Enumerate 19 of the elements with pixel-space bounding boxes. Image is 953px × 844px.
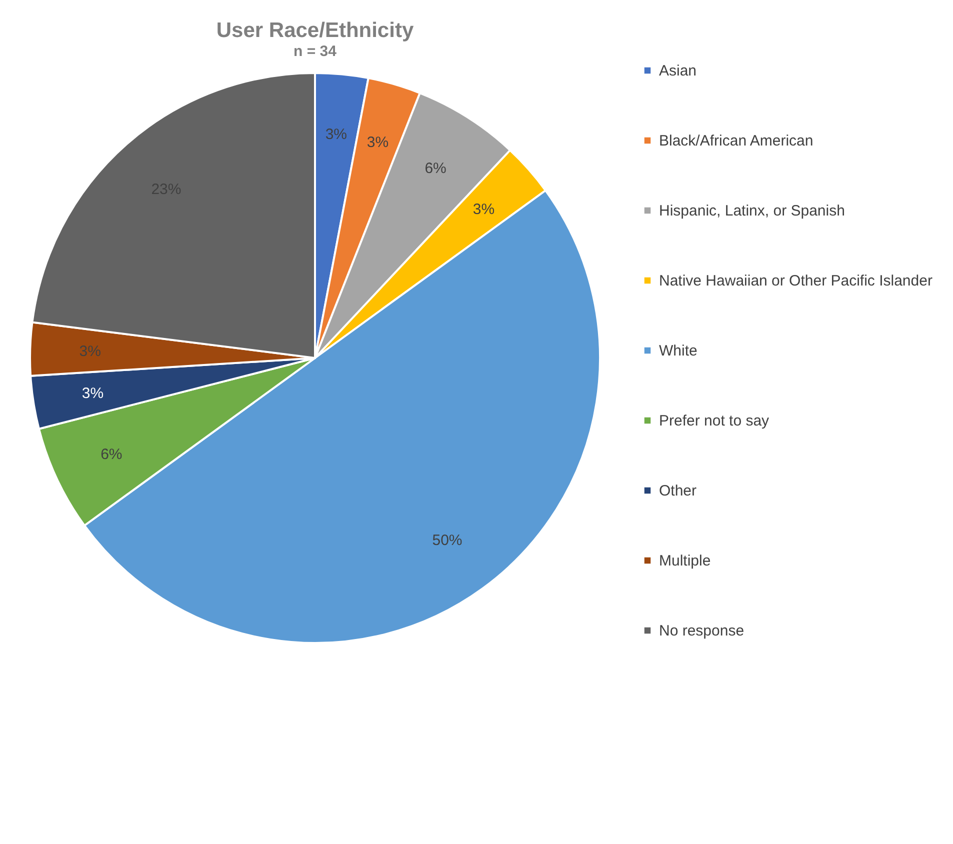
legend-label: Multiple <box>659 552 711 570</box>
legend-label: Hispanic, Latinx, or Spanish <box>659 202 845 220</box>
data-label: 3% <box>325 126 348 143</box>
data-label: 6% <box>424 160 446 178</box>
legend-label: Prefer not to say <box>659 412 770 430</box>
legend-label: Black/African American <box>659 132 814 150</box>
data-label: 6% <box>100 446 122 463</box>
data-label: 3% <box>82 385 104 402</box>
legend-label: No response <box>659 622 744 640</box>
chart-title: User Race/Ethnicity <box>216 19 414 42</box>
legend-label: White <box>659 342 698 360</box>
legend-label: Asian <box>659 62 697 80</box>
data-label: 3% <box>472 201 495 218</box>
legend-label: Native Hawaiian or Other Pacific Islander <box>659 272 932 290</box>
legend-label: Other <box>659 482 697 500</box>
data-label: 3% <box>79 342 101 360</box>
data-label: 50% <box>432 532 462 550</box>
chart-subtitle: n = 34 <box>294 43 338 60</box>
data-label: 3% <box>366 134 389 151</box>
